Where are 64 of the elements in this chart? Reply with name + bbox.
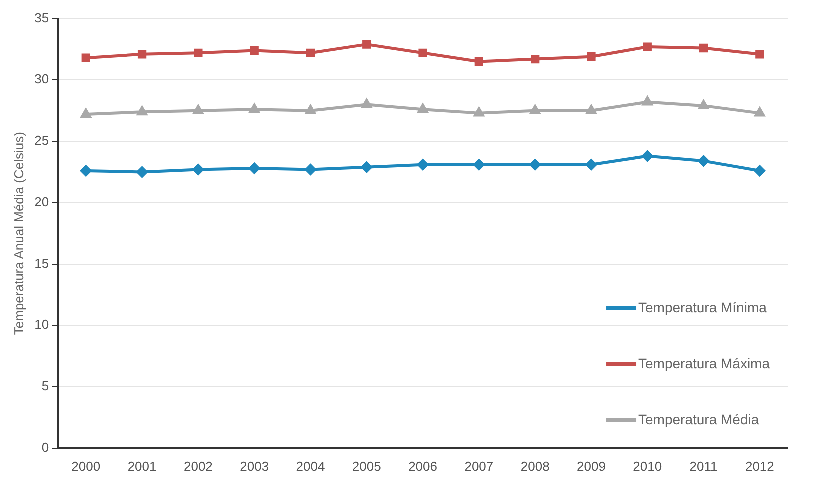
legend-label: Temperatura Mínima (638, 299, 768, 316)
point (698, 156, 710, 167)
point (699, 44, 708, 53)
x-tick-label: 2000 (72, 458, 101, 474)
point (306, 48, 316, 58)
point (643, 42, 652, 52)
point (361, 162, 372, 173)
x-tick-label: 2004 (296, 458, 326, 474)
point (756, 50, 764, 59)
point (698, 100, 709, 110)
point (362, 99, 372, 108)
point (81, 109, 92, 118)
point (138, 50, 147, 59)
y-tick-label: 30 (34, 72, 50, 87)
point (362, 40, 372, 49)
point (136, 166, 148, 178)
x-tick-label: 2006 (408, 458, 438, 474)
y-tick-label: 35 (34, 10, 50, 26)
y-tick-label: 5 (42, 378, 50, 394)
point (587, 52, 596, 62)
x-tick-label: 2005 (352, 458, 382, 474)
y-tick-label: 15 (34, 256, 50, 271)
point (754, 166, 766, 176)
point (82, 54, 90, 62)
point (306, 105, 316, 114)
point (586, 159, 597, 170)
x-tick-label: 2009 (577, 458, 606, 474)
point (250, 104, 260, 114)
point (531, 54, 540, 64)
point (192, 164, 204, 176)
point (418, 104, 428, 114)
point (586, 105, 596, 114)
x-tick-label: 2007 (464, 458, 494, 474)
x-tick-label: 2011 (690, 458, 718, 474)
x-tick-label: 2001 (128, 458, 157, 474)
point (754, 108, 765, 117)
point (418, 159, 429, 170)
point (249, 163, 260, 174)
point (137, 106, 148, 116)
point (530, 105, 540, 114)
point (418, 48, 428, 58)
point (474, 57, 484, 66)
y-tick-label: 20 (34, 194, 50, 210)
x-tick-label: 2002 (184, 458, 213, 474)
x-tick-label: 2003 (240, 458, 270, 474)
x-tick-label: 2008 (520, 458, 550, 474)
point (530, 159, 541, 170)
point (305, 164, 316, 176)
point (250, 46, 259, 56)
y-axis-title: Temperatura Anual Média (Celsius) (11, 132, 26, 336)
point (642, 150, 654, 162)
point (474, 108, 484, 117)
y-tick-label: 25 (34, 133, 50, 148)
point (193, 105, 204, 114)
point (642, 96, 653, 106)
point (194, 48, 203, 58)
point (474, 159, 485, 170)
y-tick-label: 0 (42, 440, 50, 455)
legend-label: Temperatura Máxima (638, 355, 770, 372)
x-tick-label: 2010 (633, 458, 662, 474)
legend-label: Temperatura Média (638, 411, 760, 428)
point (80, 166, 92, 176)
y-tick-label: 10 (34, 317, 50, 332)
x-tick-label: 2012 (745, 458, 774, 474)
